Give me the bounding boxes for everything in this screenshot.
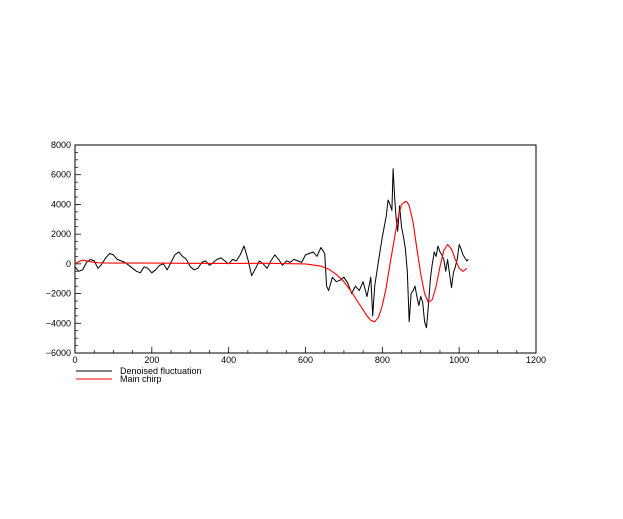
y-tick-label: −6000 [46,348,71,358]
y-tick-label: 0 [66,259,71,269]
series-line-main-chirp [74,200,468,323]
y-tick-label: 2000 [51,229,71,239]
y-tick-label: 4000 [51,199,71,209]
y-tick-label: −4000 [46,318,71,328]
plot-area [74,144,537,354]
legend-label: Denoised fluctuation [120,366,202,376]
minor-ticks [75,152,518,353]
x-tick-label: 400 [221,355,236,365]
x-axis-ticks: 0 200 400 600 800 1000 1200 [72,347,546,365]
y-tick-label: 8000 [51,140,71,150]
series-layer [74,168,469,329]
x-tick-label: 1200 [526,355,546,365]
series-line-denoised-fluctuation [74,168,469,329]
legend-label: Main chirp [120,374,162,384]
x-tick-label: 800 [375,355,390,365]
y-axis-ticks: −6000 −4000 −2000 0 2000 4000 6000 8000 [46,140,81,358]
x-tick-label: 200 [144,355,159,365]
y-tick-label: 6000 [51,170,71,180]
x-tick-label: 600 [298,355,313,365]
x-tick-label: 1000 [449,355,469,365]
x-tick-label: 0 [72,355,77,365]
y-tick-label: −2000 [46,289,71,299]
